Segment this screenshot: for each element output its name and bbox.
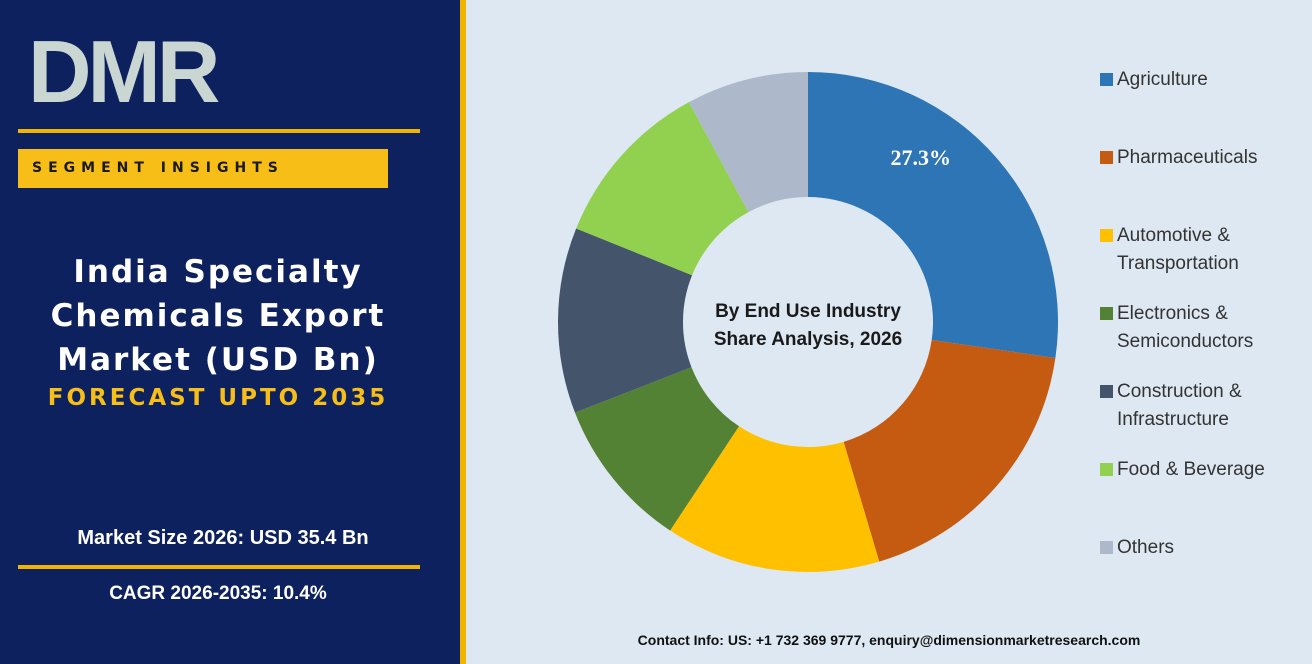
- legend-swatch: [1100, 73, 1113, 86]
- slice: [670, 426, 880, 572]
- left-panel: [0, 0, 460, 664]
- center-label: By End Use Industry Share Analysis, 2026: [690, 298, 926, 354]
- cagr: CAGR 2026-2035: 10.4%: [109, 583, 327, 604]
- slice: [558, 228, 693, 413]
- slice: [576, 102, 749, 276]
- legend-item: Agriculture: [1100, 66, 1305, 94]
- contact: Contact Info: US: +1 732 369 9777, enqui…: [637, 632, 1141, 648]
- title-line: Chemicals Export: [50, 298, 386, 334]
- slice: [574, 367, 740, 531]
- rule: [18, 565, 420, 569]
- legend-item: Pharmaceuticals: [1100, 144, 1305, 172]
- legend-label: Electronics & Semiconductors: [1117, 303, 1254, 352]
- legend-label: Food & Beverage: [1117, 459, 1265, 480]
- forecast: FORECAST UPTO 2035: [47, 385, 389, 411]
- divider: [460, 0, 466, 664]
- center-line: By End Use Industry: [715, 301, 901, 322]
- slice: [843, 340, 1056, 562]
- title-line: India Specialty: [73, 254, 363, 290]
- legend-label: Automotive & Transportation: [1117, 225, 1239, 274]
- legend-label: Pharmaceuticals: [1117, 147, 1258, 168]
- legend-item: Electronics & Semiconductors: [1100, 300, 1305, 356]
- legend-item: Food & Beverage: [1100, 456, 1305, 484]
- slice: [808, 72, 1058, 359]
- value-label: 27.3%: [891, 145, 952, 170]
- title: India Specialty Chemicals Export Market …: [0, 250, 436, 382]
- legend-swatch: [1100, 229, 1113, 242]
- legend-swatch: [1100, 307, 1113, 320]
- legend-swatch: [1100, 385, 1113, 398]
- slice: [688, 72, 808, 213]
- legend-label: Others: [1117, 537, 1175, 558]
- center-line: Share Analysis, 2026: [713, 329, 903, 350]
- legend-label: Agriculture: [1117, 69, 1208, 90]
- market-size: Market Size 2026: USD 35.4 Bn: [77, 527, 369, 549]
- logo: DMR: [28, 22, 220, 121]
- title-line: Market (USD Bn): [57, 342, 379, 378]
- rule: [18, 129, 420, 133]
- legend-item: Construction & Infrastructure: [1100, 378, 1305, 434]
- legend-swatch: [1100, 463, 1113, 476]
- legend-item: Automotive & Transportation: [1100, 222, 1305, 278]
- legend-item: Others: [1100, 534, 1305, 562]
- legend-swatch: [1100, 151, 1113, 164]
- legend-swatch: [1100, 541, 1113, 554]
- badge: SEGMENT INSIGHTS: [18, 149, 388, 188]
- legend-label: Construction & Infrastructure: [1117, 381, 1242, 430]
